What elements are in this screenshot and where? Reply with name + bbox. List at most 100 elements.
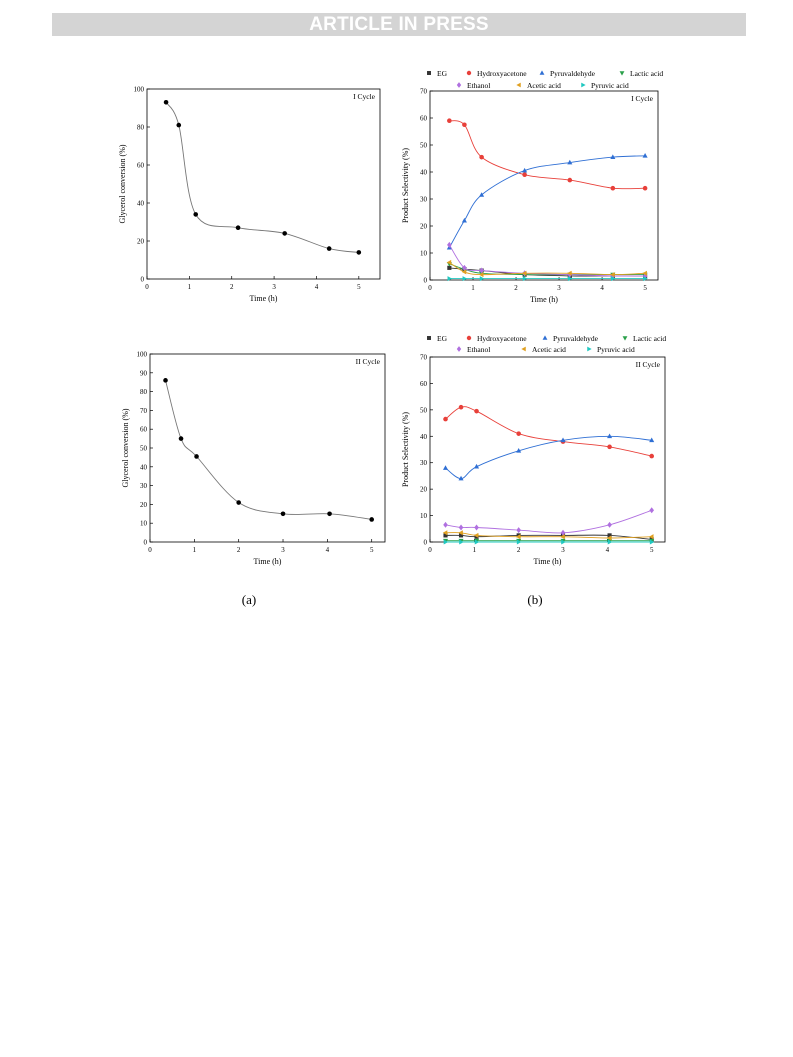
data-point-pyruvic-acid: [607, 539, 613, 545]
legend-label: EG: [437, 334, 448, 343]
data-point-pyruvic-acid: [567, 276, 573, 282]
data-point-conversion: [176, 122, 182, 128]
data-point-pyruvic-acid: [643, 276, 648, 282]
legend-marker: [622, 336, 628, 341]
x-axis-label: Time (h): [250, 294, 278, 303]
series-curve-pyruvaldehyde: [445, 435, 652, 480]
header-banner: ARTICLE IN PRESS: [52, 13, 746, 36]
legend-label: Pyruvic acid: [591, 81, 629, 90]
y-tick-label: 30: [420, 459, 428, 467]
data-point-ethanol: [649, 507, 654, 514]
data-point-acetic-acid: [478, 272, 484, 278]
data-point-pyruvaldehyde: [649, 437, 655, 443]
legend-marker: [456, 82, 462, 88]
data-point-ethanol: [447, 241, 452, 248]
data-point-conversion: [235, 225, 241, 230]
data-point-acetic-acid: [567, 270, 572, 276]
data-point-conversion: [236, 500, 241, 505]
x-tick-label: 2: [230, 283, 234, 291]
data-point-pyruvaldehyde: [479, 192, 485, 197]
data-point-pyruvaldehyde: [474, 463, 480, 469]
x-tick-label: 4: [315, 283, 319, 291]
data-point-conversion: [163, 100, 169, 105]
legend-label: Acetic acid: [532, 345, 566, 354]
data-point-conversion: [327, 511, 332, 517]
data-point-acetic-acid: [610, 272, 615, 278]
legend-marker: [466, 70, 472, 76]
y-tick-label: 0: [141, 276, 145, 284]
data-point-hydroxyacetone: [610, 185, 616, 191]
x-axis-label: Time (h): [534, 557, 562, 566]
y-tick-label: 0: [424, 539, 428, 547]
y-tick-label: 10: [420, 512, 428, 520]
legend-label: Hydroxyacetone: [477, 334, 527, 343]
data-point-conversion: [280, 511, 286, 517]
y-tick-label: 10: [420, 250, 428, 258]
y-tick-label: 60: [140, 426, 148, 434]
data-point-pyruvaldehyde: [442, 465, 449, 470]
y-tick-label: 100: [137, 351, 148, 359]
data-point-hydroxyacetone: [516, 431, 521, 436]
data-point-pyruvic-acid: [459, 539, 464, 545]
y-tick-label: 90: [140, 369, 148, 377]
data-point-acetic-acid: [442, 530, 448, 536]
data-point-hydroxyacetone: [474, 408, 479, 414]
legend-label: Ethanol: [467, 81, 490, 90]
data-point-pyruvic-acid: [522, 276, 528, 282]
caption-a: (a): [242, 592, 256, 607]
data-point-acetic-acid: [446, 259, 452, 265]
data-point-hydroxyacetone: [462, 122, 467, 128]
y-tick-label: 60: [420, 380, 428, 388]
data-point-acetic-acid: [648, 534, 654, 540]
data-point-hydroxyacetone: [567, 177, 573, 183]
legend-marker: [427, 71, 431, 75]
x-tick-label: 3: [272, 283, 276, 291]
y-tick-label: 100: [134, 86, 145, 94]
x-tick-label: 0: [148, 546, 152, 554]
data-point-acetic-acid: [461, 269, 467, 275]
chart-conversion-cycle-1: 0 1 2 3 4 5 0 20 40 60 80 100 Time (h) Glycerol conve…: [118, 86, 381, 303]
data-point-acetic-acid: [642, 270, 647, 276]
legend-label: Pyruvaldehyde: [553, 334, 599, 343]
data-point-hydroxyacetone: [649, 453, 654, 459]
data-point-pyruvaldehyde: [610, 154, 616, 159]
data-point-conversion: [193, 212, 199, 217]
data-point-conversion: [356, 250, 362, 255]
y-tick-label: 80: [137, 124, 145, 132]
data-point-ethanol: [479, 267, 484, 274]
legend-marker: [466, 335, 472, 341]
data-point-hydroxyacetone: [458, 404, 464, 410]
data-point-eg: [458, 533, 464, 538]
series-curve-conversion: [165, 102, 359, 253]
legend-marker: [516, 82, 521, 88]
plot-frame: [146, 88, 381, 280]
x-tick-label: 1: [471, 284, 475, 292]
x-axis-label: Time (h): [530, 295, 558, 304]
y-tick-label: 20: [140, 501, 148, 509]
data-point-pyruvaldehyde: [458, 475, 464, 481]
data-point-pyruvic-acid: [649, 539, 655, 545]
x-axis-label: Time (h): [254, 557, 282, 566]
x-tick-label: 0: [428, 546, 432, 554]
data-point-pyruvic-acid: [561, 539, 566, 545]
plot-frame: [429, 90, 659, 281]
data-point-pyruvic-acid: [462, 276, 468, 282]
legend-marker: [619, 71, 625, 76]
y-tick-label: 20: [420, 486, 428, 494]
data-point-pyruvic-acid: [516, 539, 522, 545]
x-tick-label: 5: [643, 284, 647, 292]
data-point-hydroxyacetone: [607, 444, 612, 450]
data-point-acetic-acid: [560, 534, 565, 540]
data-point-pyruvaldehyde: [522, 167, 528, 173]
data-point-pyruvaldehyde: [567, 159, 573, 165]
data-point-pyruvic-acid: [610, 276, 616, 282]
data-point-acetic-acid: [606, 535, 612, 541]
series-curve-hydroxyacetone: [449, 120, 646, 190]
x-tick-label: 1: [193, 546, 197, 554]
data-point-hydroxyacetone: [522, 172, 527, 177]
data-point-conversion: [194, 454, 199, 459]
